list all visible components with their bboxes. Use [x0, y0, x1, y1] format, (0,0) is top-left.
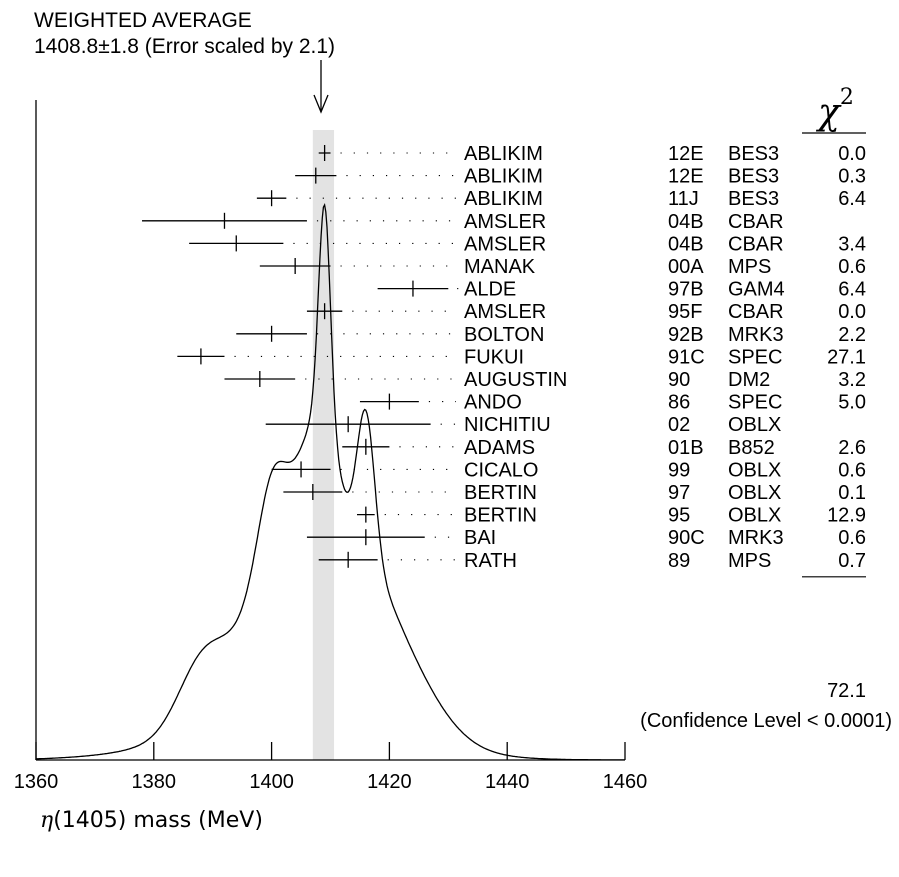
- year-label: 12E: [668, 143, 704, 165]
- chi2-value: 3.2: [838, 369, 866, 391]
- chi2-value: 0.7: [838, 550, 866, 572]
- experiment-label: OBLX: [728, 414, 781, 436]
- confidence-level: (Confidence Level < 0.0001): [640, 710, 892, 732]
- year-label: 04B: [668, 211, 704, 233]
- eta-symbol: η: [40, 808, 54, 833]
- chi2-value: 2.2: [838, 324, 866, 346]
- year-label: 90C: [668, 527, 705, 549]
- experiment-label: CBAR: [728, 301, 784, 323]
- experiment-label: BES3: [728, 188, 779, 210]
- chi2-value: 6.4: [838, 188, 866, 210]
- author-label: ABLIKIM: [464, 143, 543, 165]
- author-label: MANAK: [464, 256, 536, 278]
- year-label: 92B: [668, 324, 704, 346]
- x-tick-label: 1400: [249, 771, 294, 793]
- chi2-header: χ2: [815, 85, 854, 133]
- author-label: BERTIN: [464, 482, 537, 504]
- author-label: AMSLER: [464, 301, 546, 323]
- chi2-value: 0.6: [838, 459, 866, 481]
- author-label: BOLTON: [464, 324, 544, 346]
- author-label: ABLIKIM: [464, 188, 543, 210]
- chi2-value: 0.3: [838, 166, 866, 188]
- experiment-label: CBAR: [728, 211, 784, 233]
- chi2-value: 2.6: [838, 437, 866, 459]
- year-label: 90: [668, 369, 690, 391]
- year-label: 95F: [668, 301, 702, 323]
- year-label: 86: [668, 392, 690, 414]
- chi2-value: 6.4: [838, 279, 866, 301]
- author-label: AMSLER: [464, 211, 546, 233]
- author-label: BERTIN: [464, 505, 537, 527]
- chart-title: WEIGHTED AVERAGE: [34, 9, 252, 32]
- chi2-value: 0.6: [838, 256, 866, 278]
- experiment-label: MPS: [728, 550, 771, 572]
- author-label: ALDE: [464, 279, 516, 301]
- year-label: 04B: [668, 233, 704, 255]
- x-tick-label: 1420: [367, 771, 412, 793]
- author-label: BAI: [464, 527, 496, 549]
- author-label: AUGUSTIN: [464, 369, 567, 391]
- author-label: AMSLER: [464, 233, 546, 255]
- chi2-value: 12.9: [827, 505, 866, 527]
- author-label: ABLIKIM: [464, 166, 543, 188]
- year-label: 97: [668, 482, 690, 504]
- chi2-value: 3.4: [838, 233, 866, 255]
- author-label: CICALO: [464, 459, 538, 481]
- experiment-label: DM2: [728, 369, 770, 391]
- year-label: 01B: [668, 437, 704, 459]
- chi2-value: 0.0: [838, 301, 866, 323]
- x-tick-label: 1440: [485, 771, 530, 793]
- author-label: ANDO: [464, 392, 522, 414]
- x-axis-label-text: (1405) mass (MeV): [53, 808, 263, 833]
- experiment-label: BES3: [728, 166, 779, 188]
- year-label: 97B: [668, 279, 704, 301]
- experiment-label: MRK3: [728, 324, 784, 346]
- experiment-label: SPEC: [728, 346, 782, 368]
- x-tick-label: 1460: [603, 771, 648, 793]
- chi2-total: 72.1: [827, 680, 866, 702]
- chi2-value: 0.6: [838, 527, 866, 549]
- experiment-label: CBAR: [728, 233, 784, 255]
- experiment-label: GAM4: [728, 279, 785, 301]
- year-label: 89: [668, 550, 690, 572]
- chi2-value: 0.1: [838, 482, 866, 504]
- experiment-label: SPEC: [728, 392, 782, 414]
- x-tick-label: 1380: [132, 771, 177, 793]
- experiment-label: BES3: [728, 143, 779, 165]
- author-label: NICHITIU: [464, 414, 551, 436]
- year-label: 12E: [668, 166, 704, 188]
- average-band: [312, 130, 335, 760]
- experiment-label: OBLX: [728, 482, 781, 504]
- average-arrow: [313, 60, 329, 114]
- experiment-label: OBLX: [728, 505, 781, 527]
- chart-subtitle: 1408.8±1.8 (Error scaled by 2.1): [34, 35, 335, 58]
- year-label: 91C: [668, 346, 705, 368]
- experiment-label: B852: [728, 437, 775, 459]
- author-label: RATH: [464, 550, 517, 572]
- experiment-label: OBLX: [728, 459, 781, 481]
- year-label: 99: [668, 459, 690, 481]
- chi2-value: 27.1: [827, 346, 866, 368]
- experiment-label: MPS: [728, 256, 771, 278]
- author-label: ADAMS: [464, 437, 535, 459]
- x-tick-label: 1360: [14, 771, 59, 793]
- year-label: 00A: [668, 256, 704, 278]
- year-label: 02: [668, 414, 690, 436]
- ideogram-curve: [36, 203, 625, 761]
- year-label: 95: [668, 505, 690, 527]
- year-label: 11J: [668, 188, 699, 210]
- chi2-value: 5.0: [838, 392, 866, 414]
- author-label: FUKUI: [464, 346, 524, 368]
- x-axis-label: η(1405) mass (MeV): [40, 808, 263, 833]
- chi2-value: 0.0: [838, 143, 866, 165]
- experiment-label: MRK3: [728, 527, 784, 549]
